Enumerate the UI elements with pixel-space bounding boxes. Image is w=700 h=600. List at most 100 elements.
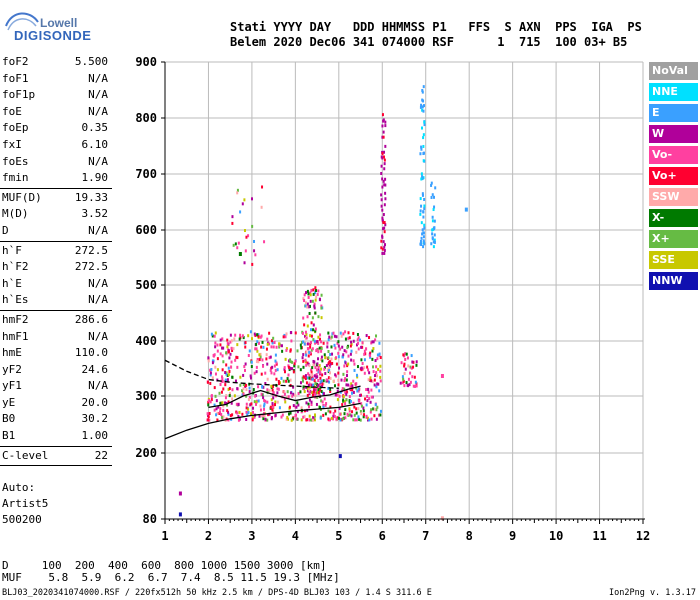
echo-point (344, 408, 347, 412)
trace-line (208, 385, 361, 409)
echo-point (370, 395, 373, 399)
echo-point (228, 356, 231, 360)
echo-point (419, 212, 422, 216)
echo-point (285, 332, 288, 336)
echo-point (355, 418, 358, 422)
param-name: MUF(D) (2, 190, 42, 204)
echo-point (332, 331, 335, 335)
echo-point (422, 85, 425, 89)
echo-point (349, 344, 352, 348)
echo-point (310, 321, 313, 325)
echo-point (233, 394, 236, 398)
echo-point (423, 123, 426, 127)
echo-point (247, 411, 250, 415)
param-name: yF2 (2, 362, 22, 376)
echo-point (361, 341, 364, 345)
echo-point (316, 382, 319, 386)
echo-point (274, 368, 277, 372)
echo-point (382, 155, 385, 159)
param-name: h`E (2, 276, 22, 290)
echo-point (260, 345, 263, 349)
echo-point (321, 382, 324, 386)
echo-point (247, 407, 250, 411)
echo-point (401, 381, 404, 385)
echo-point (348, 336, 351, 340)
echo-point (302, 353, 305, 357)
echo-point (265, 353, 268, 357)
echo-point (289, 349, 292, 353)
echo-point (421, 228, 424, 232)
echo-point (259, 404, 262, 408)
echo-point (262, 364, 265, 368)
echo-point (384, 177, 387, 181)
echo-point (329, 336, 332, 340)
echo-point (273, 341, 276, 345)
echo-point (272, 336, 275, 340)
echo-point (226, 338, 229, 342)
echo-point (322, 403, 325, 407)
echo-point (300, 346, 303, 350)
echo-point (422, 215, 425, 219)
y-tick-label: 500 (135, 278, 157, 292)
echo-point (352, 401, 355, 405)
echo-point (263, 402, 266, 406)
echo-point (242, 336, 245, 340)
header-labels: Stati YYYY DAY DDD HHMMSS P1 FFS S AXN P… (230, 20, 642, 34)
echo-point (313, 360, 316, 364)
chart-axes: 1 2 3 4 5 6 7 8 9 10 11 128020030040050060070080090… (135, 55, 650, 543)
echo-point (352, 379, 355, 383)
echo-point (264, 417, 267, 421)
echo-point (337, 344, 340, 348)
y-tick-label: 600 (135, 223, 157, 237)
echo-point (271, 388, 274, 392)
echo-point (328, 366, 331, 370)
echo-point (420, 204, 423, 208)
echo-point (364, 352, 367, 356)
param-name: foF2 (2, 55, 29, 68)
echo-point (349, 352, 352, 356)
echo-point (234, 333, 237, 337)
echo-point (316, 385, 319, 389)
echo-point (315, 289, 318, 293)
echo-point (243, 368, 246, 372)
auto-artist: Artist5 (2, 497, 49, 510)
echo-point (320, 355, 323, 359)
echo-point (401, 375, 404, 379)
echo-point (373, 378, 376, 382)
echo-point (315, 373, 318, 377)
echo-point (236, 188, 239, 192)
echo-point (363, 413, 366, 417)
echo-point (315, 349, 318, 353)
echo-point (399, 381, 402, 385)
echo-point (278, 406, 281, 410)
echo-point (363, 349, 366, 353)
echo-point (414, 380, 417, 384)
param-row: foE N/A (0, 104, 112, 121)
echo-point (422, 151, 425, 155)
echo-point (384, 197, 387, 201)
echo-point (318, 383, 321, 387)
echo-point (326, 341, 329, 345)
echo-point (348, 409, 351, 413)
echo-point (432, 195, 435, 199)
echo-point (358, 417, 361, 421)
echo-point (178, 491, 182, 496)
echo-point (342, 416, 345, 420)
echo-point (237, 403, 240, 407)
echo-point (306, 342, 309, 346)
echo-point (289, 391, 292, 395)
echo-point (333, 334, 336, 338)
echo-point (422, 231, 425, 235)
echo-point (248, 390, 251, 394)
echo-point (309, 291, 312, 295)
echo-point (351, 388, 354, 392)
echo-point (285, 396, 288, 400)
echo-point (402, 379, 405, 383)
echo-point (383, 183, 386, 187)
echo-point (421, 108, 424, 112)
echo-point (420, 103, 423, 107)
echo-point (420, 172, 423, 176)
echo-point (236, 365, 239, 369)
param-value: 286.6 (74, 312, 108, 326)
echo-point (226, 341, 229, 345)
